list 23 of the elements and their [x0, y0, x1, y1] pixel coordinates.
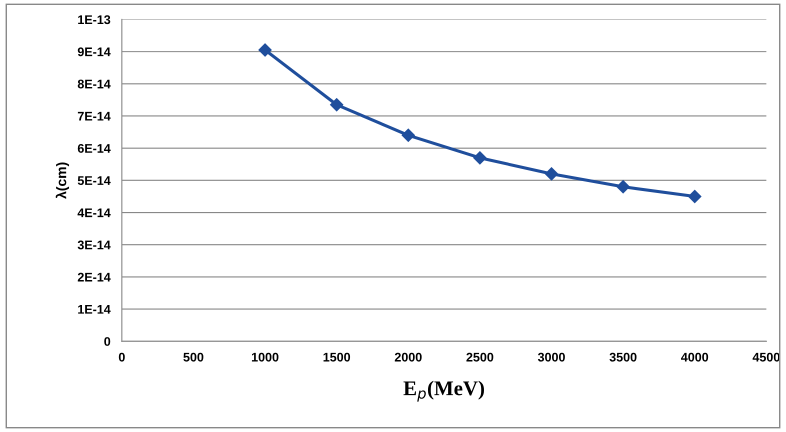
y-tick-label: 4E-14	[78, 208, 111, 218]
x-tick-label: 4000	[681, 352, 708, 362]
x-tick-label: 4500	[752, 352, 780, 362]
x-tick-label: 3000	[538, 352, 565, 362]
x-tick-label: 1500	[324, 352, 350, 362]
y-axis-title: λ(cm)	[56, 162, 70, 199]
y-tick-label: 1E-13	[78, 15, 110, 24]
y-tick-label: 1E-14	[78, 305, 111, 314]
y-tick-label: 9E-14	[78, 47, 111, 56]
x-tick-label: 500	[183, 352, 204, 362]
y-tick-label: 0	[104, 337, 110, 346]
y-tick-label: 3E-14	[78, 240, 111, 250]
x-tick-label: 2000	[394, 352, 422, 362]
y-tick-label: 7E-14	[78, 112, 111, 121]
x-tick-label: 2500	[466, 352, 494, 362]
y-tick-label: 5E-14	[78, 176, 111, 186]
x-axis-title: E$_{p}$(MeV)	[404, 380, 484, 402]
y-tick-label: 6E-14	[78, 144, 111, 153]
x-tick-label: 0	[118, 352, 125, 362]
y-tick-label: 2E-14	[78, 272, 111, 282]
x-tick-label: 1000	[252, 352, 278, 362]
x-tick-label: 3500	[610, 352, 637, 362]
y-tick-label: 8E-14	[78, 80, 111, 88]
